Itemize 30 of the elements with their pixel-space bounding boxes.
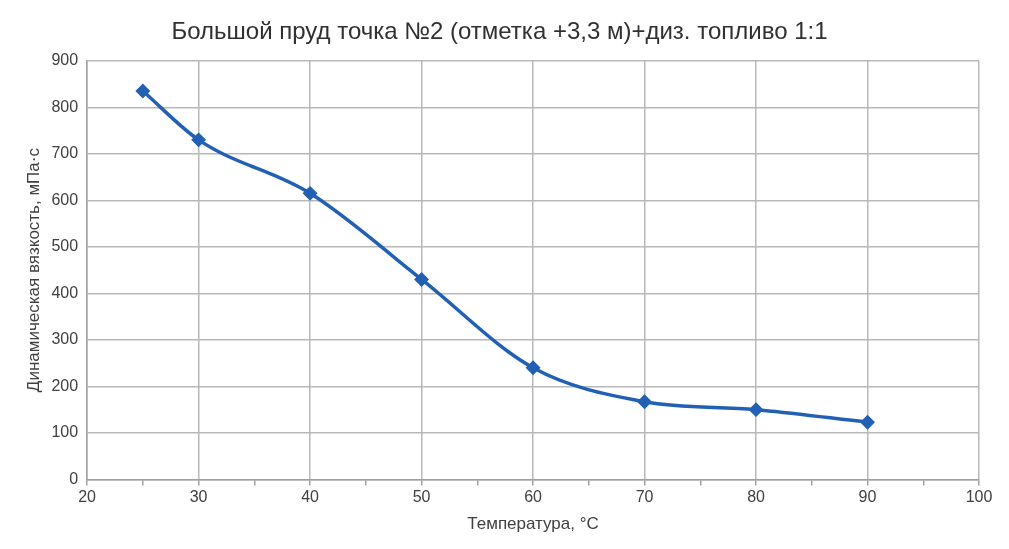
y-tick-label: 800 [51,97,79,115]
x-tick-label: 60 [524,488,543,506]
x-tick-label: 20 [78,488,97,506]
chart-title: Большой пруд точка №2 (отметка +3,3 м)+диз. топливо 1:1 [171,17,828,45]
x-tick-label: 90 [858,488,877,506]
x-tick-label: 100 [965,488,993,506]
y-tick-label: 600 [51,190,79,208]
y-tick-label: 500 [51,237,79,255]
point [136,84,150,98]
y-tick-label: 300 [51,330,79,348]
y-tick-label: 200 [51,376,79,394]
x-tick-label: 70 [635,488,654,506]
point [860,415,875,429]
y-tick-label: 400 [51,283,79,301]
point [414,272,429,287]
point [303,186,317,201]
point [191,133,206,147]
x-tick-label: 40 [301,488,320,506]
x-tick-label: 80 [747,488,766,506]
y-tick-label: 900 [51,51,79,69]
y-axis-title: Динамическая вязкость, мПа·с [23,147,43,393]
x-tick-label: 30 [189,488,208,506]
x-tick-label: 50 [412,488,431,506]
y-tick-label: 100 [51,423,79,441]
x-axis-title: Температура, °C [467,514,599,534]
point [526,361,540,375]
y-tick-label: 0 [69,469,79,487]
y-tick-label: 700 [51,144,79,162]
point [749,402,763,417]
point [637,394,652,409]
